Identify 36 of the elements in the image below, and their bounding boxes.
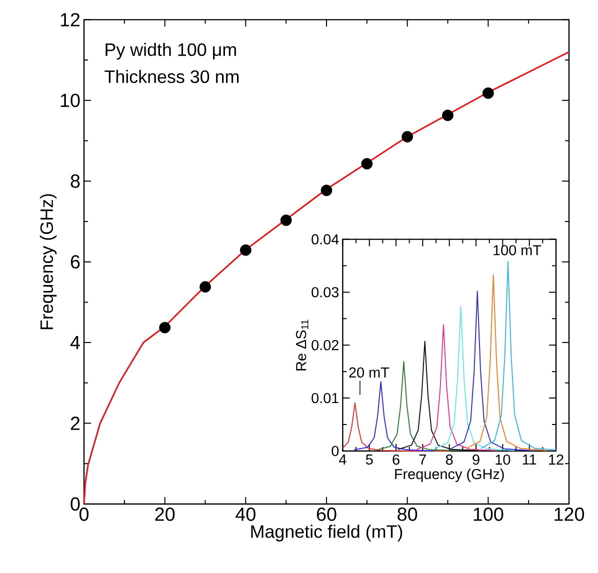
annotation: Py width 100 μm bbox=[106, 42, 236, 60]
annotation: 20 mT bbox=[349, 367, 390, 378]
y-tick-label: 2 bbox=[70, 416, 80, 430]
y-axis-title: Frequency (GHz) bbox=[40, 194, 57, 330]
y-tick-label: 4 bbox=[70, 336, 80, 350]
x-tick-label: 20 bbox=[155, 508, 175, 521]
x-axis-title: Frequency (GHz) bbox=[395, 468, 504, 482]
x-tick-label: 40 bbox=[236, 508, 256, 521]
x-tick-label: 10 bbox=[496, 454, 510, 465]
y-tick-label: 10 bbox=[60, 94, 80, 108]
y-tick-label: 0.01 bbox=[312, 392, 338, 404]
x-tick-label: 80 bbox=[398, 508, 418, 521]
x-axis-title: Magnetic field (mT) bbox=[251, 524, 402, 542]
x-tick-label: 7 bbox=[419, 454, 426, 464]
annotation: Thickness 30 nm bbox=[104, 70, 239, 84]
y-tick-label: 8 bbox=[70, 174, 80, 188]
x-tick-label: 100 bbox=[474, 508, 504, 521]
y-tick-label: 12 bbox=[60, 13, 80, 26]
x-tick-label: 9 bbox=[472, 454, 480, 465]
x-tick-label: 11 bbox=[522, 454, 536, 464]
x-tick-label: 6 bbox=[392, 454, 400, 465]
y-tick-label: 0.04 bbox=[312, 234, 339, 244]
y-tick-label: 0.02 bbox=[312, 340, 338, 350]
x-tick-label: 60 bbox=[316, 508, 336, 521]
y-axis-title: Re ΔS$_{11}$ bbox=[296, 320, 308, 370]
x-tick-label: 12 bbox=[549, 454, 564, 465]
y-tick-label: 0 bbox=[70, 497, 80, 511]
x-tick-label: 0 bbox=[79, 508, 89, 521]
x-tick-label: 120 bbox=[554, 508, 584, 521]
x-tick-label: 8 bbox=[446, 454, 453, 465]
x-tick-label: 5 bbox=[366, 454, 373, 465]
annotation: 100 mT bbox=[494, 245, 542, 256]
y-tick-label: 6 bbox=[70, 255, 80, 269]
x-tick-label: 4 bbox=[339, 454, 346, 464]
y-tick-label: 0.03 bbox=[312, 287, 339, 298]
y-tick-label: 0 bbox=[332, 446, 339, 456]
